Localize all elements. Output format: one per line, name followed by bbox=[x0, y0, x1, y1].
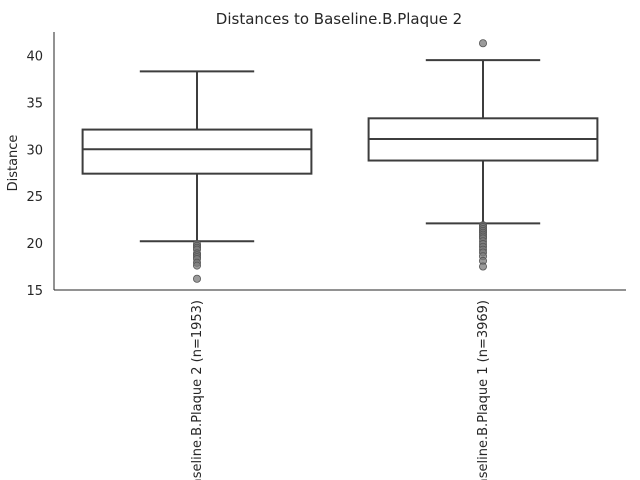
x-ticks: Baseline.B.Plaque 2 (n=1953) Baseline.B.P… bbox=[190, 300, 491, 480]
iqr-box bbox=[81, 128, 313, 175]
box-2 bbox=[367, 59, 599, 225]
outlier-point bbox=[192, 261, 201, 270]
y-tick-label: 20 bbox=[26, 237, 43, 252]
chart-title: Distances to Baseline.B.Plaque 2 bbox=[216, 10, 462, 28]
y-tick-label: 40 bbox=[26, 49, 43, 64]
y-tick-label: 25 bbox=[26, 190, 43, 205]
outlier-point bbox=[478, 39, 487, 48]
y-axis-label: Distance bbox=[6, 135, 21, 192]
outlier-point bbox=[478, 262, 487, 271]
axes bbox=[53, 32, 626, 291]
y-tick-label: 35 bbox=[26, 96, 43, 111]
y-ticks: 15 20 25 30 35 40 bbox=[26, 49, 43, 299]
outliers bbox=[192, 39, 487, 283]
boxes bbox=[81, 59, 599, 243]
y-tick-label: 30 bbox=[26, 143, 43, 158]
box-1 bbox=[81, 70, 313, 243]
outlier-point bbox=[192, 274, 201, 283]
x-tick-label: Baseline.B.Plaque 1 (n=3969) bbox=[476, 300, 491, 480]
x-tick-label: Baseline.B.Plaque 2 (n=1953) bbox=[190, 300, 205, 480]
y-tick-label: 15 bbox=[26, 284, 43, 299]
